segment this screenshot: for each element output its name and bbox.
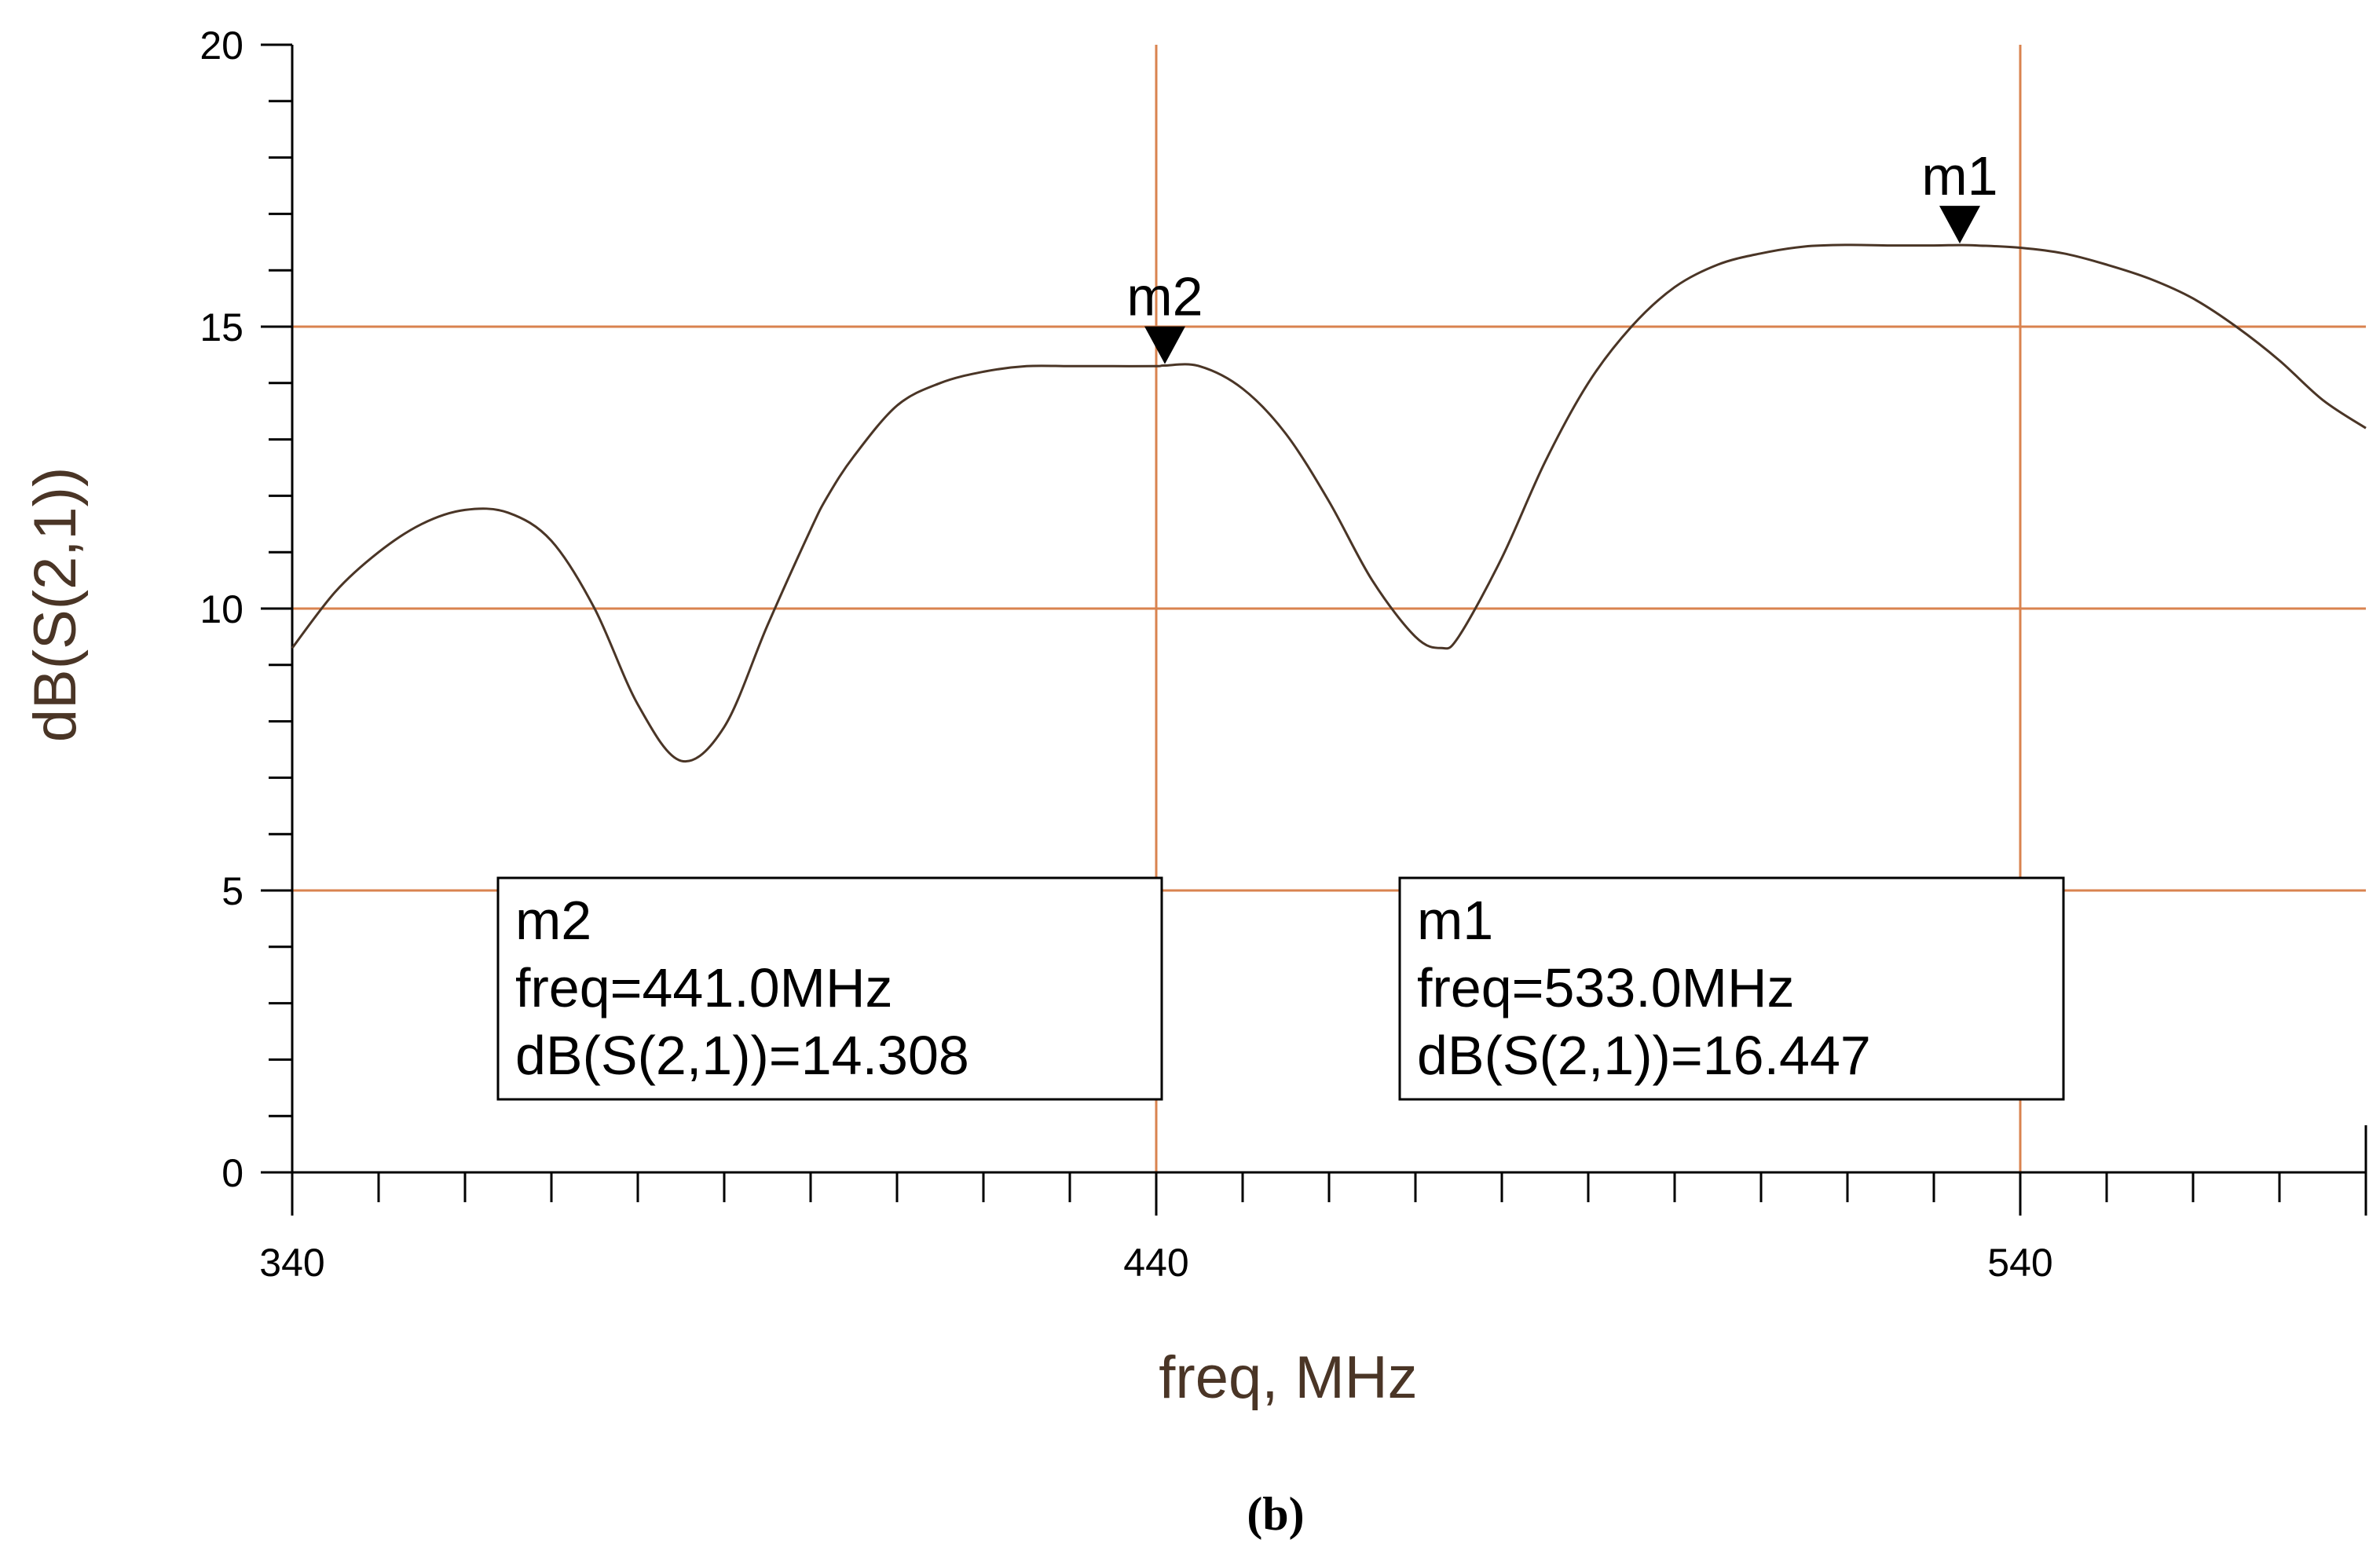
- y-axis-title: dB(S(2,1)): [22, 467, 89, 743]
- marker-box-line-m2-1: m2: [515, 890, 591, 951]
- marker-label-m2: m2: [1126, 266, 1203, 327]
- y-tick-label-15: 15: [200, 305, 243, 349]
- x-tick-label-540: 540: [1987, 1241, 2052, 1285]
- y-tick-label-20: 20: [200, 24, 243, 68]
- marker-box-line-m2-3: dB(S(2,1))=14.308: [515, 1025, 969, 1086]
- marker-box-line-m1-3: dB(S(2,1))=16.447: [1417, 1025, 1871, 1086]
- panel-label: (b): [1247, 1488, 1304, 1540]
- x-tick-label-440: 440: [1123, 1241, 1188, 1285]
- axes: [261, 43, 2367, 1216]
- marker-box-line-m1-1: m1: [1417, 890, 1493, 951]
- markers: m1m1freq=533.0MHzdB(S(2,1))=16.447m2m2fr…: [496, 145, 2065, 1101]
- marker-triangle-m2: [1144, 326, 1185, 364]
- y-tick-label-10: 10: [200, 587, 243, 631]
- x-tick-label-340: 340: [259, 1241, 324, 1285]
- marker-label-m1: m1: [1921, 145, 1997, 207]
- x-axis-title: freq, MHz: [1159, 1344, 1417, 1411]
- labels: 0 5 10 15 20 340 440 540: [200, 24, 2052, 1285]
- marker-box-line-m2-2: freq=441.0MHz: [515, 957, 893, 1018]
- marker-box-line-m1-2: freq=533.0MHz: [1417, 957, 1795, 1018]
- y-tick-label-5: 5: [222, 869, 243, 913]
- marker-box-m1: [1398, 876, 2065, 1101]
- y-tick-label-0: 0: [222, 1151, 243, 1195]
- trace-line-0: [291, 243, 2367, 763]
- marker-box-m2: [496, 876, 1163, 1101]
- marker-triangle-m1: [1939, 206, 1980, 244]
- trace: [291, 243, 2367, 763]
